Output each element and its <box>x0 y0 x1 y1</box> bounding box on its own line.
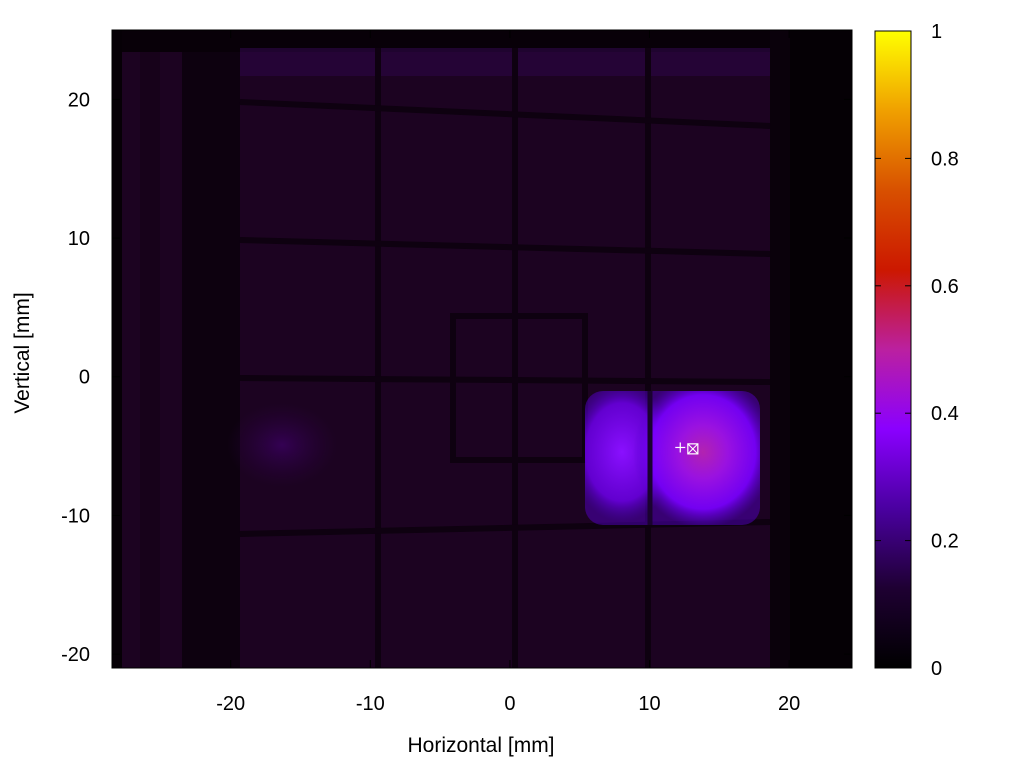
x-axis-label: Horizontal [mm] <box>407 734 554 757</box>
y-tick-label: 20 <box>68 89 90 111</box>
colorbar-tick-label: 1 <box>931 21 942 43</box>
markers <box>675 442 699 455</box>
colorbar-border <box>874 30 912 669</box>
x-tick-label: -20 <box>216 693 245 715</box>
colorbar-tick-label: 0.6 <box>931 276 959 298</box>
y-tick-label: 0 <box>79 367 90 389</box>
colorbar-tick-label: 0.8 <box>931 148 959 170</box>
colorbar-fill <box>875 31 911 668</box>
y-tick-label: -10 <box>61 505 90 527</box>
bright-strip-top <box>240 48 770 76</box>
colorbar-tick-label: 0.4 <box>931 403 959 425</box>
hotspot <box>585 391 760 525</box>
x-tick-label: 0 <box>504 693 515 715</box>
colorbar-ticks: 0 0.2 0.4 0.6 0.8 1 <box>875 21 959 680</box>
dark-region-left <box>112 30 122 668</box>
x-tick-label: -10 <box>356 693 385 715</box>
dark-stripe-right <box>790 30 852 668</box>
plot-border <box>111 29 853 669</box>
marker-plus <box>675 442 686 453</box>
y-tick-label: 10 <box>68 228 90 250</box>
x-tick-label: 10 <box>638 693 660 715</box>
central-square <box>450 313 588 463</box>
dark-stripe-left-1 <box>182 52 240 668</box>
dark-stripe-left-2 <box>140 52 160 668</box>
grid-line-h3 <box>239 375 771 385</box>
grid-line-h1 <box>239 99 771 129</box>
colorbar: 0 0.2 0.4 0.6 0.8 1 <box>874 21 959 680</box>
x-tick-label: 20 <box>778 693 800 715</box>
dark-band-top <box>112 30 852 52</box>
colorbar-tick-label: 0.2 <box>931 531 959 553</box>
sample-grid-lines <box>239 48 771 668</box>
marker-square-x <box>687 443 699 455</box>
faint-spot-left <box>227 403 337 487</box>
grid-line-h2 <box>239 237 771 257</box>
y-tick-label: -20 <box>61 644 90 666</box>
hotspot-core <box>633 391 760 525</box>
y-axis: -20 -10 0 10 20 <box>61 89 852 666</box>
plot-area <box>112 30 852 668</box>
y-axis-label: Vertical [mm] <box>11 292 34 413</box>
colorbar-tick-label: 0 <box>931 658 942 680</box>
x-axis: -20 -10 0 10 20 <box>216 30 800 715</box>
